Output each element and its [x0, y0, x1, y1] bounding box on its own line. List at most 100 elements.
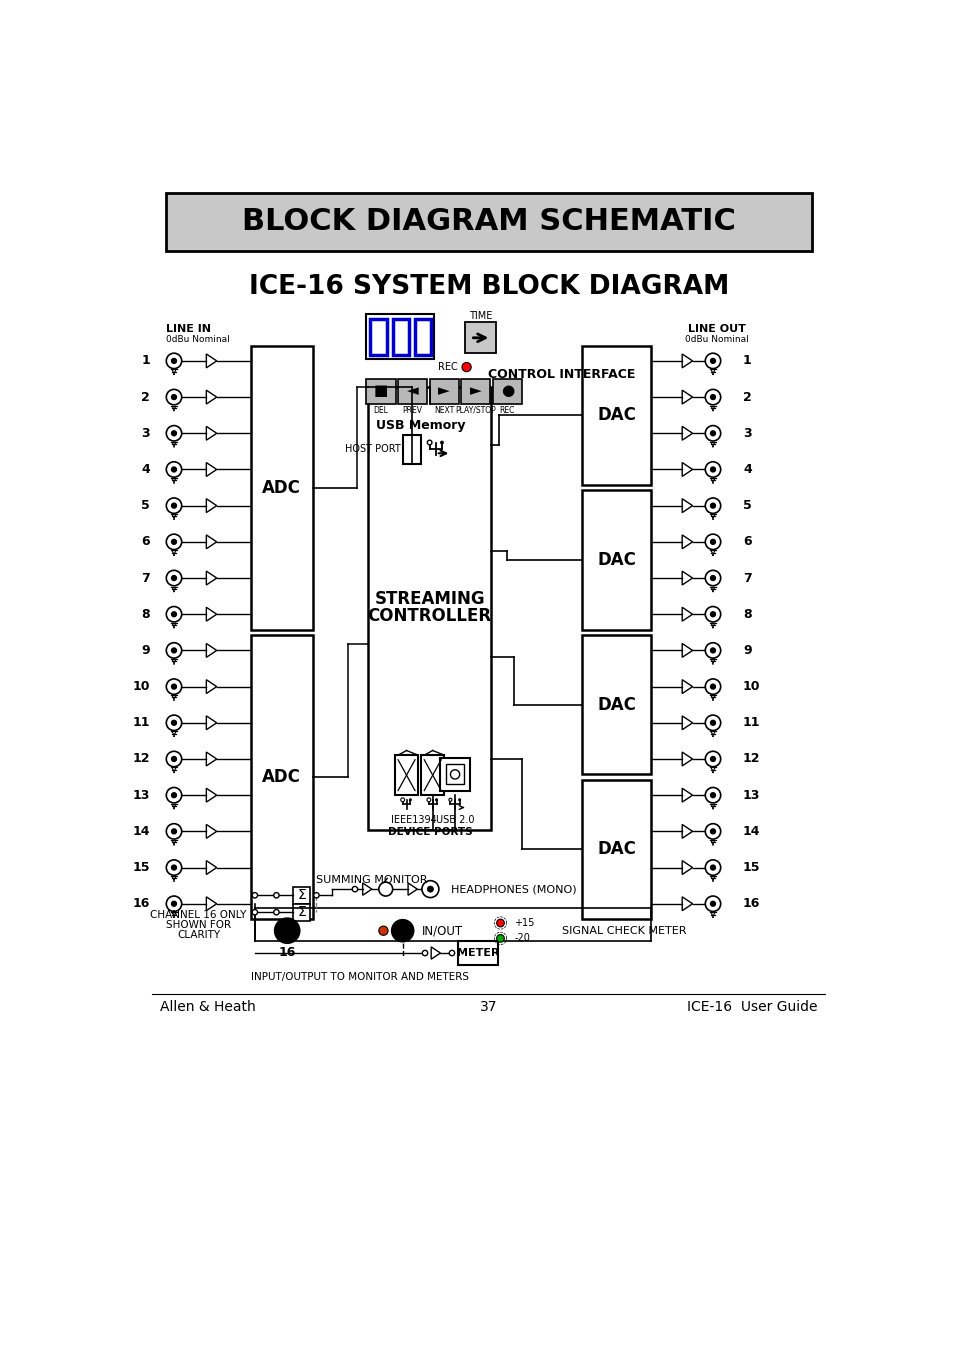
- Bar: [251, 346, 313, 630]
- Circle shape: [427, 798, 431, 802]
- Text: 3: 3: [141, 427, 150, 439]
- Circle shape: [392, 919, 413, 941]
- Circle shape: [427, 886, 433, 892]
- Text: USB 2.0: USB 2.0: [436, 815, 474, 825]
- Text: 0dBu Nominal: 0dBu Nominal: [166, 335, 230, 343]
- Circle shape: [274, 918, 299, 944]
- Circle shape: [440, 441, 443, 443]
- Circle shape: [704, 534, 720, 549]
- Circle shape: [172, 539, 176, 544]
- Circle shape: [710, 721, 715, 725]
- Circle shape: [172, 902, 176, 906]
- Circle shape: [710, 395, 715, 399]
- Text: IEEE1394: IEEE1394: [391, 815, 436, 825]
- Bar: [251, 635, 313, 919]
- Circle shape: [435, 799, 437, 800]
- Text: REC: REC: [499, 406, 515, 415]
- Text: 11: 11: [132, 717, 150, 729]
- Circle shape: [172, 648, 176, 653]
- Text: DEVICE PORTS: DEVICE PORTS: [388, 827, 473, 837]
- Text: DAC: DAC: [597, 841, 636, 859]
- Circle shape: [166, 787, 181, 803]
- Bar: [457, 941, 497, 964]
- Bar: [439, 758, 470, 791]
- Circle shape: [166, 571, 181, 585]
- Text: SIGNAL CHECK METER: SIGNAL CHECK METER: [561, 926, 686, 936]
- Circle shape: [252, 910, 257, 915]
- Circle shape: [710, 902, 715, 906]
- Circle shape: [274, 892, 279, 898]
- Circle shape: [172, 865, 176, 869]
- Text: ◄: ◄: [406, 384, 418, 399]
- Circle shape: [704, 607, 720, 622]
- Text: HEADPHONES (MONO): HEADPHONES (MONO): [451, 884, 577, 894]
- Circle shape: [704, 679, 720, 695]
- Bar: [166, 193, 811, 250]
- Circle shape: [710, 865, 715, 869]
- Text: ●: ●: [500, 384, 514, 399]
- Text: INPUT/OUTPUT TO MONITOR AND METERS: INPUT/OUTPUT TO MONITOR AND METERS: [251, 972, 469, 982]
- Text: REC: REC: [437, 362, 456, 372]
- Circle shape: [314, 892, 319, 898]
- Text: DAC: DAC: [597, 552, 636, 569]
- Text: CONTROL INTERFACE: CONTROL INTERFACE: [488, 368, 635, 381]
- Text: 16: 16: [132, 898, 150, 910]
- Circle shape: [252, 892, 257, 898]
- Text: 6: 6: [742, 535, 751, 549]
- Text: 8: 8: [742, 608, 751, 621]
- Circle shape: [352, 887, 357, 892]
- Text: 13: 13: [132, 788, 150, 802]
- Text: TIME: TIME: [468, 311, 492, 322]
- Text: 15: 15: [742, 861, 760, 873]
- Circle shape: [166, 860, 181, 875]
- Bar: [395, 756, 417, 795]
- Circle shape: [710, 358, 715, 364]
- Text: 7: 7: [742, 572, 751, 584]
- Text: 16: 16: [278, 946, 295, 959]
- Circle shape: [704, 571, 720, 585]
- Circle shape: [704, 426, 720, 441]
- Circle shape: [704, 752, 720, 767]
- Circle shape: [704, 896, 720, 911]
- Text: 37: 37: [479, 1000, 497, 1014]
- Text: 4: 4: [742, 462, 751, 476]
- Text: 2: 2: [141, 391, 150, 404]
- Circle shape: [166, 642, 181, 658]
- Text: 3: 3: [742, 427, 751, 439]
- Text: 9: 9: [141, 644, 150, 657]
- Text: NEXT: NEXT: [434, 406, 454, 415]
- Bar: [493, 380, 521, 404]
- Text: DAC: DAC: [597, 406, 636, 425]
- Text: ADC: ADC: [262, 768, 301, 786]
- Bar: [460, 380, 490, 404]
- Circle shape: [409, 799, 411, 800]
- Circle shape: [172, 792, 176, 798]
- Text: HOST PORT: HOST PORT: [344, 443, 400, 454]
- Circle shape: [166, 353, 181, 369]
- Circle shape: [450, 769, 459, 779]
- Circle shape: [172, 358, 176, 364]
- Circle shape: [378, 926, 388, 936]
- Circle shape: [704, 389, 720, 404]
- Text: 10: 10: [742, 680, 760, 694]
- Text: 5: 5: [742, 499, 751, 512]
- Circle shape: [172, 503, 176, 508]
- Circle shape: [172, 721, 176, 725]
- Circle shape: [166, 715, 181, 730]
- Circle shape: [166, 752, 181, 767]
- Circle shape: [461, 362, 471, 372]
- Text: Σ: Σ: [297, 888, 306, 902]
- Text: CHANNEL 16 ONLY: CHANNEL 16 ONLY: [151, 910, 247, 919]
- Text: 10: 10: [132, 680, 150, 694]
- Circle shape: [704, 353, 720, 369]
- Circle shape: [710, 648, 715, 653]
- Text: 9: 9: [742, 644, 751, 657]
- Circle shape: [704, 787, 720, 803]
- Circle shape: [166, 896, 181, 911]
- Text: METER: METER: [456, 948, 498, 959]
- Circle shape: [458, 799, 460, 800]
- Bar: [415, 319, 431, 354]
- Text: 12: 12: [742, 753, 760, 765]
- Text: 2: 2: [742, 391, 751, 404]
- Text: CONTROLLER: CONTROLLER: [367, 607, 491, 625]
